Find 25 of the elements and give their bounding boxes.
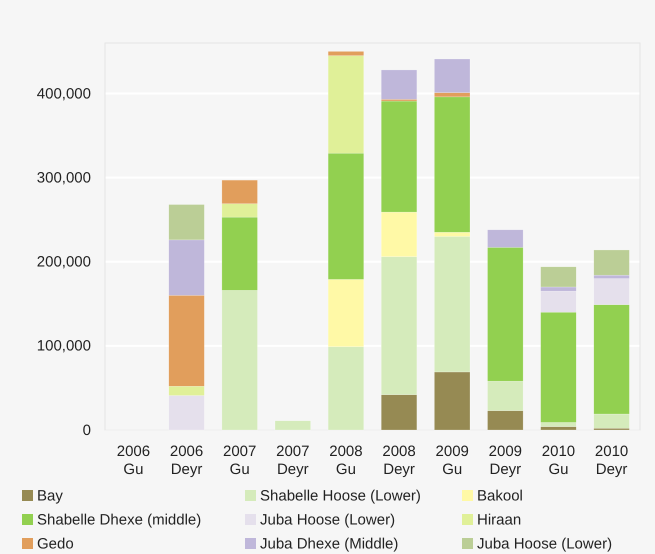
legend-label: Bakool — [477, 488, 523, 504]
x-tick-label: 2009 Gu — [436, 443, 469, 478]
legend-label: Shabelle Hoose (Lower) — [260, 488, 421, 504]
y-tick-label: 300,000 — [36, 169, 91, 186]
legend-label: Juba Hoose (Lower) — [477, 536, 612, 552]
x-tick-label: 2010 Deyr — [594, 443, 628, 478]
legend-label: Shabelle Dhexe (middle) — [37, 512, 202, 528]
y-tick-label: 100,000 — [36, 338, 91, 355]
y-tick-label: 400,000 — [36, 85, 91, 102]
x-tick-label: 2010 Gu — [542, 443, 576, 478]
x-tick-label: 2008 Gu — [329, 443, 363, 478]
x-tick-label: 2006 Gu — [116, 443, 150, 478]
y-tick-label: 200,000 — [36, 254, 91, 271]
bar — [540, 266, 576, 288]
y-tick-label: 0 — [82, 422, 91, 439]
legend-label: Hiraan — [477, 512, 522, 528]
x-tick-label: 2006 Deyr — [170, 443, 204, 478]
x-tick-label: 2007 Gu — [222, 443, 256, 478]
x-tick-label: 2009 Deyr — [488, 443, 522, 478]
legend-label: Bay — [37, 488, 64, 504]
x-tick-label: 2008 Deyr — [382, 443, 416, 478]
legend-label: Gedo — [37, 536, 74, 552]
legend-label: Juba Hoose (Lower) — [260, 512, 396, 528]
x-tick-label: 2007 Deyr — [276, 443, 310, 478]
legend-label: Juba Dhexe (Middle) — [260, 536, 398, 552]
